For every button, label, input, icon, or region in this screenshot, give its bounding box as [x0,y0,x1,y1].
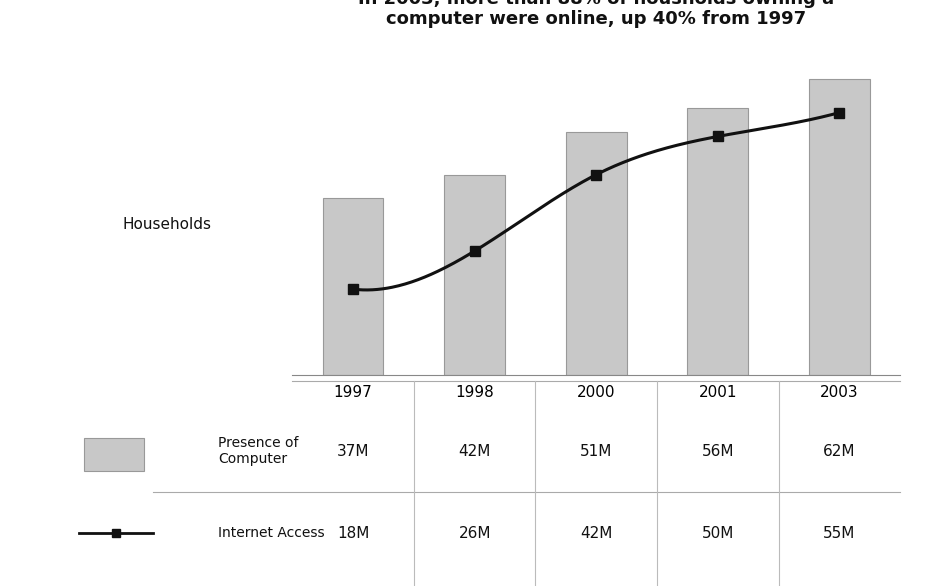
Text: 55M: 55M [822,526,855,541]
Text: 26M: 26M [458,526,490,541]
Text: Households: Households [122,217,211,232]
Text: 62M: 62M [822,444,855,459]
Bar [565,132,626,375]
Bar [687,108,747,375]
Text: 18M: 18M [337,526,369,541]
Text: Internet Access: Internet Access [218,526,324,540]
Title: In 2003, more than 88% of housholds owning a
computer were online, up 40% from 1: In 2003, more than 88% of housholds owni… [358,0,833,28]
Text: 42M: 42M [579,526,612,541]
Text: 51M: 51M [579,444,612,459]
Bar [323,199,383,375]
Text: 37M: 37M [337,444,369,459]
Text: Presence of
Computer: Presence of Computer [218,436,298,466]
Bar [808,79,869,375]
Text: 56M: 56M [701,444,733,459]
Bar [444,175,504,375]
Text: 50M: 50M [701,526,733,541]
Text: 42M: 42M [458,444,490,459]
